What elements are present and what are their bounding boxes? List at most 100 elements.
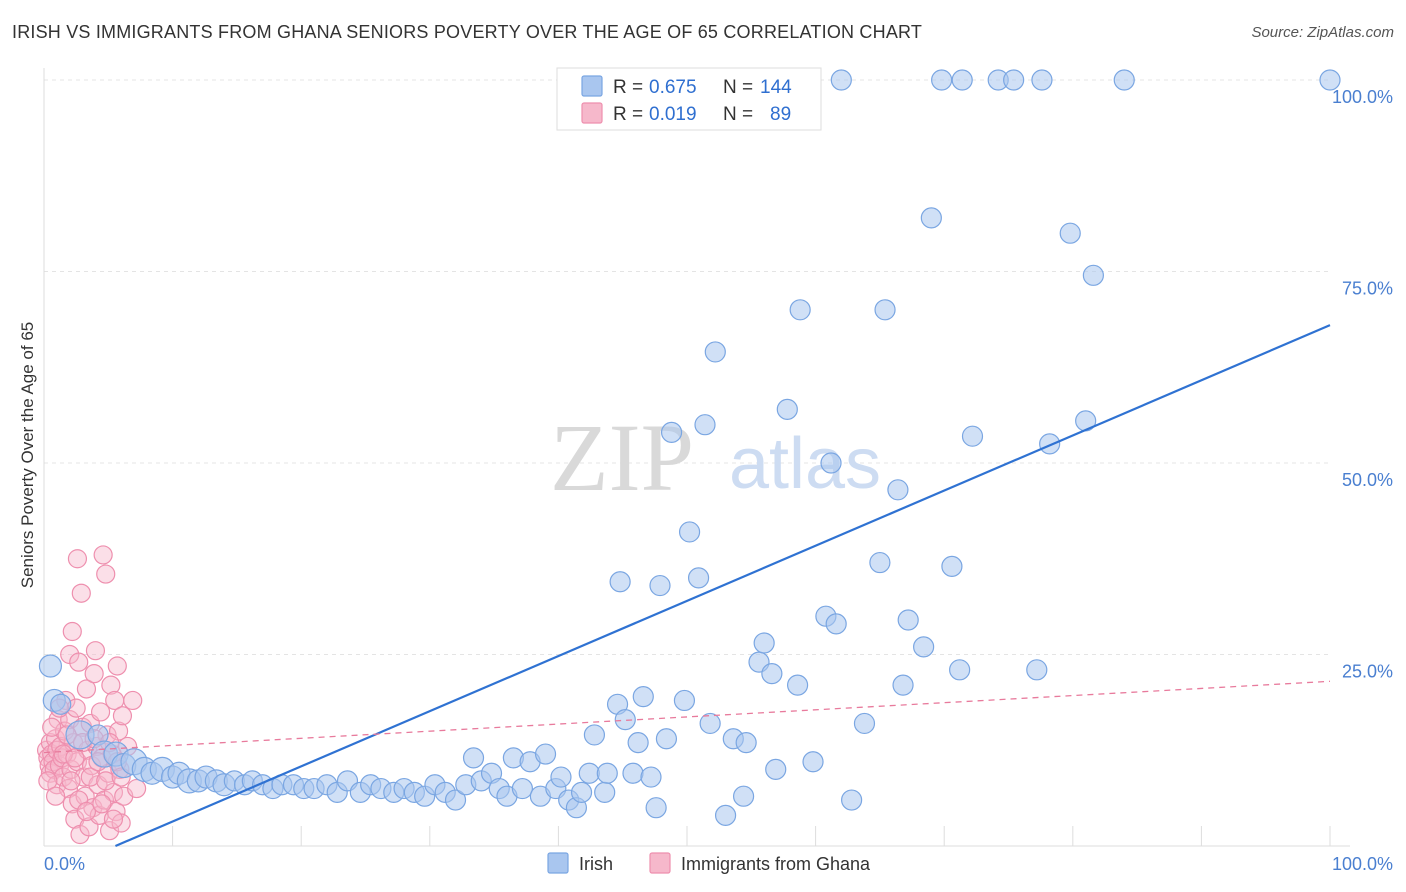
watermark-atlas: atlas — [729, 424, 881, 504]
irish-point — [765, 758, 787, 781]
irish-point — [462, 747, 485, 769]
ghana-point — [76, 801, 97, 822]
ghana-point — [90, 702, 111, 722]
series-legend: Irish Immigrants from Ghana — [547, 852, 871, 874]
irish-point — [913, 636, 935, 658]
ghana-point — [92, 794, 112, 814]
irish-point — [550, 766, 572, 788]
irish-series-swatch — [547, 852, 569, 874]
ghana-point — [84, 664, 104, 684]
ghana-point — [69, 790, 89, 810]
ghana-n-value: 89 — [770, 104, 791, 125]
ghana-point — [96, 564, 116, 584]
ghana-point — [65, 748, 85, 768]
ghana-point — [61, 771, 81, 791]
irish-point — [627, 731, 649, 754]
irish-point — [897, 609, 919, 631]
y-tick-label: 75.0% — [1342, 279, 1393, 299]
irish-point — [511, 777, 533, 800]
irish-point — [786, 674, 809, 696]
ghana-point — [96, 771, 116, 791]
irish-point — [1059, 222, 1081, 244]
irish-point — [776, 398, 798, 420]
trend-lines — [43, 324, 1331, 848]
irish-point — [789, 299, 811, 321]
stats-legend: R = 0.675 N = 144 R = 0.019 N = 89 — [556, 67, 822, 131]
irish-point — [892, 674, 914, 696]
irish-n-label: N = — [723, 77, 753, 98]
irish-n-value: 144 — [760, 77, 792, 98]
irish-point — [853, 712, 876, 735]
ghana-point — [67, 549, 88, 569]
ghana-n-label: N = — [723, 104, 753, 125]
ghana-point — [101, 675, 121, 695]
irish-point — [649, 574, 671, 597]
irish-point — [1039, 433, 1061, 455]
irish-point — [753, 632, 775, 654]
ghana-point — [49, 755, 70, 776]
irish-point — [941, 555, 963, 578]
ghana-point — [112, 706, 133, 726]
irish-legend-swatch — [581, 75, 603, 97]
ghana-series-label: Immigrants from Ghana — [681, 854, 871, 874]
ghana-point — [123, 690, 143, 711]
irish-point — [578, 762, 600, 784]
irish-point — [50, 693, 72, 715]
ghana-point — [62, 621, 82, 642]
irish-r-value: 0.675 — [649, 77, 697, 98]
irish-point — [594, 781, 616, 803]
ghana-point — [45, 786, 66, 806]
irish-point — [534, 743, 557, 765]
irish-point — [825, 613, 847, 635]
ghana-series-swatch — [649, 852, 671, 874]
ghana-point — [80, 767, 100, 787]
ghana-r-label: R = — [613, 104, 643, 125]
irish-point — [1003, 69, 1025, 91]
irish-point — [820, 452, 842, 474]
ghana-point — [53, 744, 73, 764]
irish-point — [920, 207, 942, 229]
irish-point — [632, 686, 654, 708]
irish-point — [802, 751, 824, 773]
irish-point — [694, 414, 716, 436]
irish-point — [609, 571, 631, 593]
irish-point — [645, 797, 667, 819]
irish-point — [951, 69, 973, 91]
ghana-point — [126, 778, 147, 799]
irish-point — [673, 689, 696, 712]
y-axis-label: Seniors Poverty Over the Age of 65 — [18, 322, 37, 588]
ghana-points — [36, 545, 147, 845]
x-tick-label: 0.0% — [44, 854, 85, 874]
y-tick-label: 100.0% — [1332, 87, 1393, 107]
irish-point — [678, 521, 701, 543]
irish-r-label: R = — [613, 77, 643, 98]
ghana-point — [38, 771, 58, 791]
irish-point — [583, 724, 606, 746]
irish-points — [38, 69, 1341, 826]
irish-point — [830, 69, 852, 91]
y-tick-labels: 25.0% 50.0% 75.0% 100.0% — [1332, 87, 1393, 682]
irish-point — [1082, 264, 1104, 286]
ghana-point — [107, 656, 127, 676]
irish-point — [622, 762, 644, 784]
ghana-point — [42, 717, 62, 737]
watermark: ZIP atlas — [550, 404, 881, 511]
irish-point — [640, 766, 662, 788]
irish-point — [1031, 69, 1053, 91]
irish-point — [931, 69, 953, 91]
irish-point — [655, 728, 678, 750]
ghana-r-value: 0.019 — [649, 104, 697, 125]
irish-point — [735, 731, 757, 754]
irish-point — [887, 479, 909, 501]
ghana-point — [71, 583, 91, 603]
irish-point — [761, 663, 783, 685]
ghana-point — [103, 809, 124, 829]
y-tick-label: 25.0% — [1342, 662, 1393, 682]
irish-trend-line — [115, 324, 1331, 848]
ghana-legend-swatch — [581, 102, 603, 124]
irish-point — [874, 299, 896, 321]
irish-series-label: Irish — [579, 854, 613, 874]
chart-title: IRISH VS IMMIGRANTS FROM GHANA SENIORS P… — [12, 22, 923, 42]
irish-point — [614, 709, 636, 731]
